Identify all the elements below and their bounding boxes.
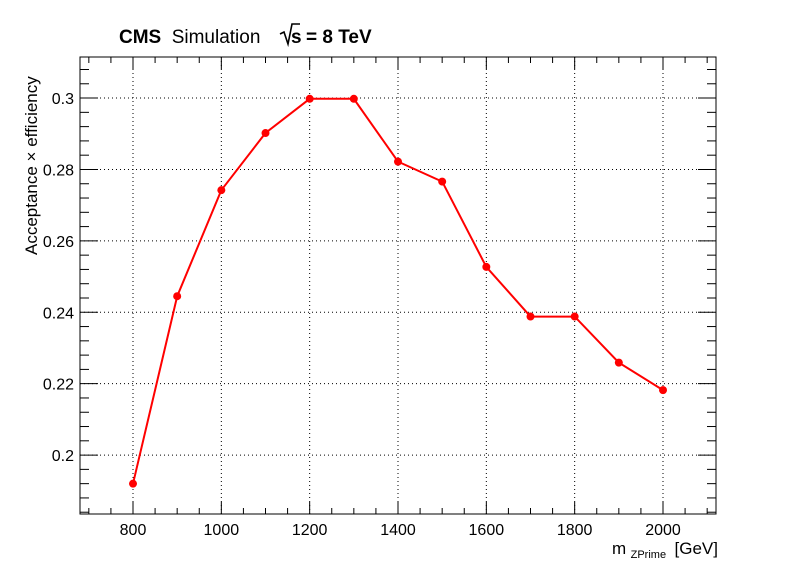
x-tick-label: 1600 [469, 522, 505, 539]
x-axis-title: m ZPrime [GeV] [612, 539, 718, 562]
energy-label: s = 8 TeV [279, 23, 372, 48]
data-point [349, 94, 358, 103]
y-axis-title: Acceptance × efficiency [22, 76, 41, 255]
data-point [129, 479, 137, 488]
grid [80, 57, 716, 514]
chart-header: CMS Simulation [119, 27, 260, 48]
axis-ticks [80, 57, 716, 514]
data-point [305, 94, 314, 103]
data-point [438, 177, 447, 186]
data-point [217, 186, 226, 195]
experiment-label: CMS [119, 27, 161, 48]
sqrt-sign-icon [279, 23, 300, 48]
x-axis-title-unit: [GeV] [675, 539, 718, 558]
tick-labels: 800 1000 1200 1400 1600 1800 2000 0.2 0.22 0.24 0.… [43, 91, 681, 539]
x-tick-label: 800 [120, 522, 147, 539]
data-point [659, 386, 667, 395]
data-point [482, 262, 491, 271]
data-point [526, 312, 535, 321]
x-axis-title-main: m [612, 539, 626, 558]
data-series [129, 94, 667, 488]
energy-symbol: s [291, 27, 302, 48]
y-tick-label: 0.2 [52, 448, 74, 465]
x-tick-label: 1000 [204, 522, 240, 539]
y-tick-label: 0.26 [43, 234, 74, 251]
energy-value: = 8 TeV [306, 27, 372, 48]
x-tick-label: 1800 [557, 522, 593, 539]
y-tick-label: 0.24 [43, 305, 74, 322]
data-point [614, 358, 623, 367]
data-point [261, 129, 270, 138]
x-tick-label: 2000 [645, 522, 681, 539]
data-point [394, 157, 402, 166]
data-point [173, 292, 182, 301]
simulation-label: Simulation [172, 27, 261, 48]
data-point [570, 312, 579, 321]
y-tick-label: 0.3 [52, 91, 74, 108]
x-axis-title-sub: ZPrime [631, 549, 666, 561]
y-tick-label: 0.28 [43, 162, 74, 179]
x-tick-label: 1400 [380, 522, 416, 539]
plot-frame [79, 56, 717, 515]
y-tick-label: 0.22 [43, 377, 74, 394]
x-tick-label: 1200 [292, 522, 328, 539]
